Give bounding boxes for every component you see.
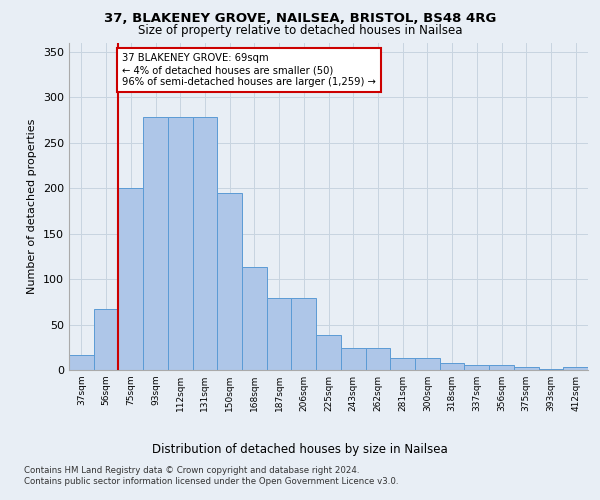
- Bar: [563, 368, 588, 370]
- Bar: [489, 364, 514, 370]
- Bar: [69, 356, 94, 370]
- Bar: [267, 298, 292, 370]
- Bar: [94, 309, 118, 370]
- Bar: [415, 358, 440, 370]
- Bar: [217, 192, 242, 370]
- Text: Size of property relative to detached houses in Nailsea: Size of property relative to detached ho…: [138, 24, 462, 37]
- Bar: [341, 348, 365, 370]
- Bar: [365, 348, 390, 370]
- Bar: [464, 364, 489, 370]
- Bar: [193, 117, 217, 370]
- Text: 37 BLAKENEY GROVE: 69sqm
← 4% of detached houses are smaller (50)
96% of semi-de: 37 BLAKENEY GROVE: 69sqm ← 4% of detache…: [122, 54, 376, 86]
- Text: 37, BLAKENEY GROVE, NAILSEA, BRISTOL, BS48 4RG: 37, BLAKENEY GROVE, NAILSEA, BRISTOL, BS…: [104, 12, 496, 26]
- Text: Contains public sector information licensed under the Open Government Licence v3: Contains public sector information licen…: [24, 478, 398, 486]
- Y-axis label: Number of detached properties: Number of detached properties: [28, 118, 37, 294]
- Bar: [390, 358, 415, 370]
- Bar: [514, 368, 539, 370]
- Text: Contains HM Land Registry data © Crown copyright and database right 2024.: Contains HM Land Registry data © Crown c…: [24, 466, 359, 475]
- Bar: [168, 117, 193, 370]
- Bar: [143, 117, 168, 370]
- Bar: [242, 267, 267, 370]
- Bar: [316, 336, 341, 370]
- Text: Distribution of detached houses by size in Nailsea: Distribution of detached houses by size …: [152, 442, 448, 456]
- Bar: [292, 298, 316, 370]
- Bar: [440, 362, 464, 370]
- Bar: [118, 188, 143, 370]
- Bar: [539, 369, 563, 370]
